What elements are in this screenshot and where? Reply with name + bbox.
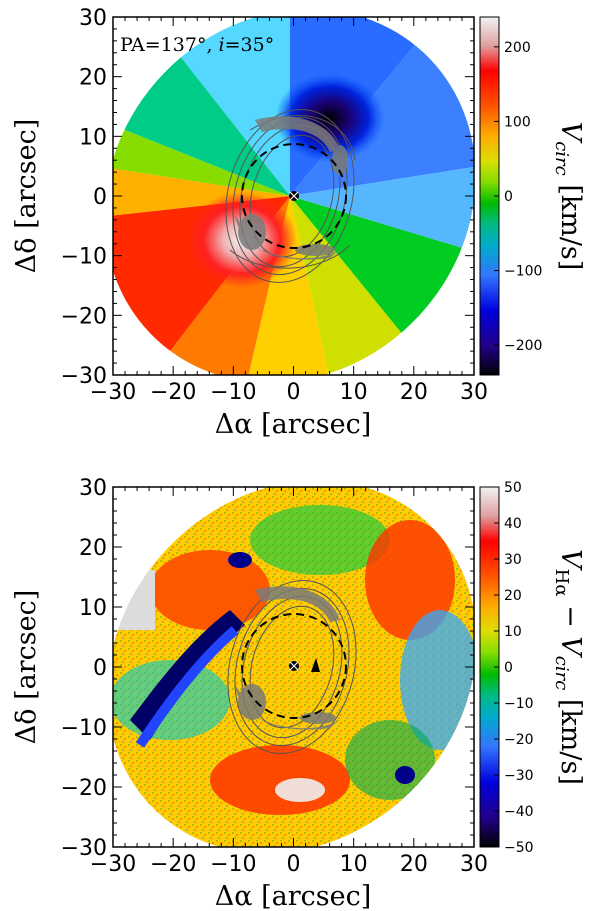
top-center-marker — [289, 191, 299, 201]
bottom-xtick-label: 0 — [287, 852, 301, 877]
bottom-xtick-label: 30 — [460, 852, 488, 877]
bottom-colorbar-tick-label: 30 — [504, 552, 522, 568]
top-ytick-label: 10 — [79, 125, 107, 150]
bottom-colorbar-tick-label: −40 — [504, 804, 534, 820]
bottom-xlabel: Δα [arcsec] — [215, 881, 371, 911]
top-xtick-label: −30 — [90, 380, 136, 405]
top-xtick-label: 20 — [400, 380, 428, 405]
top-xlabel: Δα [arcsec] — [215, 409, 371, 440]
bottom-ytick-label: 30 — [79, 476, 107, 501]
top-ytick-label: −30 — [61, 364, 107, 389]
top-colorbar-tick-labels: 200 100 0 −100 −200 — [494, 40, 542, 354]
bottom-ylabel: Δδ [arcsec] — [11, 590, 42, 745]
top-colorbar-tick-label: 0 — [504, 189, 513, 205]
top-ytick-label: 20 — [79, 66, 107, 91]
top-xtick-label: 0 — [287, 380, 301, 405]
top-x-tick-labels: −30 −20 −10 0 10 20 30 — [90, 380, 488, 405]
top-xtick-label: 30 — [460, 380, 488, 405]
top-ticks — [112, 16, 475, 376]
top-xtick-label: −10 — [210, 380, 256, 405]
bottom-ytick-label: 0 — [93, 656, 107, 681]
top-dashed-circle — [241, 143, 347, 249]
bottom-ytick-label: −10 — [61, 716, 107, 741]
bottom-xtick-label: −30 — [90, 852, 136, 877]
top-annotation: PA=137°, i=35° — [120, 34, 274, 56]
bottom-colorbar-tick-label: 40 — [504, 516, 522, 532]
top-ytick-label: 30 — [79, 6, 107, 31]
top-colorbar-tick-label: −100 — [504, 264, 542, 280]
bottom-ytick-label: −30 — [61, 836, 107, 861]
bottom-colorbar-tick-label: 0 — [504, 660, 513, 676]
bottom-colorbar-tick-label: 20 — [504, 588, 522, 604]
bottom-ytick-label: −20 — [61, 776, 107, 801]
top-ytick-label: −10 — [61, 245, 107, 270]
top-colorbar-tick-label: 100 — [504, 114, 531, 130]
top-colorbar-tick-label: 200 — [504, 40, 531, 56]
bottom-center-marker — [289, 661, 299, 671]
top-colorbar-tick-label: −200 — [504, 338, 542, 354]
bottom-colorbar-label: VHα − Vcirc [km/s] — [551, 549, 586, 785]
bottom-ytick-label: 10 — [79, 596, 107, 621]
bottom-colorbar-tick-label: −30 — [504, 768, 534, 784]
bottom-colorbar-tick-label: 50 — [504, 480, 522, 496]
top-y-tick-labels: 30 20 10 0 −10 −20 −30 — [61, 6, 107, 389]
bottom-triangle-marker — [311, 658, 320, 672]
top-ylabel: Δδ [arcsec] — [11, 119, 42, 274]
bottom-xtick-label: −20 — [150, 852, 196, 877]
top-colorbar-label: Vcirc [km/s] — [551, 122, 586, 271]
top-xtick-label: −20 — [150, 380, 196, 405]
bottom-colorbar-tick-label: −20 — [504, 732, 534, 748]
bottom-xtick-label: −10 — [210, 852, 256, 877]
top-ytick-label: 0 — [93, 185, 107, 210]
bottom-xtick-label: 10 — [340, 852, 368, 877]
bottom-ticks — [112, 486, 475, 848]
bottom-ytick-label: 20 — [79, 536, 107, 561]
bottom-x-tick-labels: −30 −20 −10 0 10 20 30 — [90, 852, 488, 877]
top-ytick-label: −20 — [61, 304, 107, 329]
bottom-residual-field — [113, 487, 474, 847]
bottom-colorbar-tick-label: −50 — [504, 840, 534, 856]
bottom-xtick-label: 20 — [400, 852, 428, 877]
bottom-y-tick-labels: 30 20 10 0 −10 −20 −30 — [61, 476, 107, 861]
bottom-colorbar-tick-label: −10 — [504, 696, 534, 712]
bottom-panel: −30 −20 −10 0 10 20 30 30 20 10 0 −10 −20 −30 Δα [ar… — [11, 476, 586, 911]
top-xtick-label: 10 — [340, 380, 368, 405]
bottom-dashed-circle — [241, 613, 347, 719]
bottom-colorbar-tick-labels: 50 40 30 20 10 0 −10 −20 −30 −40 −50 — [494, 480, 534, 856]
bottom-contour-fill — [235, 586, 345, 730]
bottom-colorbar-tick-label: 10 — [504, 624, 522, 640]
